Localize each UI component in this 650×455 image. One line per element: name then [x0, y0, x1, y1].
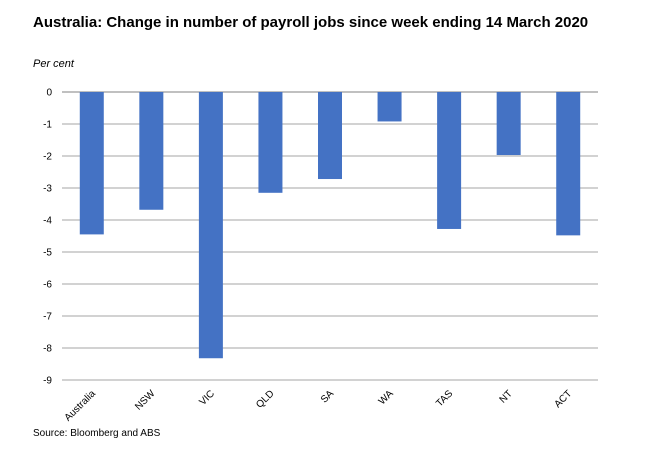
y-tick-label: -8: [43, 344, 52, 355]
x-tick-label: WA: [377, 388, 396, 407]
y-tick-label: -3: [43, 184, 52, 195]
source-note: Source: Bloomberg and ABS: [33, 428, 161, 439]
bar: [437, 92, 462, 229]
y-tick-label: -4: [43, 216, 52, 227]
bar: [496, 92, 521, 156]
chart-title: Australia: Change in number of payroll j…: [33, 14, 589, 31]
y-axis-unit-label: Per cent: [33, 58, 74, 70]
y-tick-label: -9: [43, 376, 52, 387]
y-tick-label: 0: [46, 88, 52, 99]
x-tick-label: Australia: [63, 388, 99, 424]
bar: [377, 92, 402, 122]
bar: [258, 92, 283, 193]
bar: [79, 92, 104, 235]
x-tick-label: TAS: [434, 388, 455, 409]
x-tick-label: ACT: [552, 388, 574, 410]
x-tick-label: SA: [319, 388, 336, 405]
y-tick-label: -7: [43, 312, 52, 323]
x-tick-label: VIC: [197, 388, 217, 408]
bar: [139, 92, 164, 210]
x-tick-label: NT: [498, 388, 515, 405]
bar: [318, 92, 342, 180]
y-tick-label: -5: [43, 248, 52, 259]
y-tick-label: -2: [43, 152, 52, 163]
y-tick-label: -1: [43, 120, 52, 131]
bar: [556, 92, 581, 236]
x-tick-labels: Australia NSW VIC QLD SA WA TAS NT ACT: [63, 388, 575, 424]
x-tick-label: QLD: [254, 388, 276, 410]
x-tick-label: NSW: [133, 388, 158, 413]
bars: [79, 92, 581, 359]
bar: [198, 92, 223, 359]
y-tick-labels: 0 -1 -2 -3 -4 -5 -6 -7 -8 -9: [43, 88, 52, 387]
y-tick-label: -6: [43, 280, 52, 291]
